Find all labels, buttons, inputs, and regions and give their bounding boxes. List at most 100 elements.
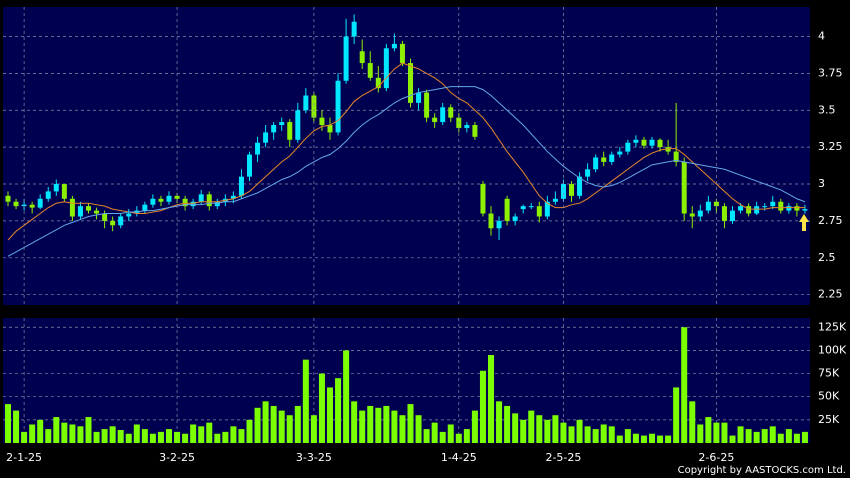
volume-bar: [359, 410, 366, 443]
y-tick-label: 3.5: [818, 103, 836, 116]
candle-body: [367, 63, 373, 78]
y-tick-label: 3: [818, 177, 825, 190]
candle-body: [86, 206, 91, 211]
volume-bar: [367, 405, 374, 443]
volume-bar: [777, 433, 784, 443]
candle-body: [689, 213, 695, 217]
volume-bar: [697, 424, 704, 443]
candle-body: [504, 198, 510, 221]
volume-bar: [254, 407, 261, 443]
volume-bar: [37, 419, 44, 443]
volume-bar: [13, 410, 20, 443]
volume-bar: [552, 415, 559, 443]
candle-body: [520, 206, 526, 210]
volume-bar: [737, 426, 744, 443]
volume-bar: [568, 426, 575, 443]
x-tick-label: 3-2-25: [159, 451, 195, 464]
candle-body: [416, 92, 422, 103]
volume-bar: [455, 433, 462, 443]
candle-body: [391, 43, 397, 49]
y-tick-label: 50K: [818, 390, 840, 403]
candle-body: [110, 220, 116, 226]
volume-bar: [649, 433, 655, 443]
volume-bar: [504, 405, 511, 443]
volume-bar: [190, 424, 197, 443]
candle-body: [762, 206, 768, 208]
moving-average-line: [7, 62, 805, 241]
candle-body: [681, 161, 687, 214]
candle-body: [697, 210, 703, 217]
volume-bar: [125, 433, 132, 443]
candle-body: [794, 206, 800, 211]
candle-body: [424, 92, 430, 118]
volume-bar: [262, 401, 269, 443]
candle-body: [569, 184, 574, 196]
candle-body: [754, 206, 760, 214]
candle-body: [206, 194, 212, 207]
candle-body: [375, 77, 381, 89]
volume-bar: [721, 422, 728, 443]
volume-bar: [479, 370, 486, 443]
y-tick-label: 25K: [818, 413, 840, 426]
candle-body: [641, 139, 647, 146]
candle-body: [351, 21, 357, 37]
candle-body: [53, 184, 59, 192]
volume-bar: [488, 355, 494, 443]
volume-bar: [624, 429, 631, 443]
candle-body: [786, 206, 792, 211]
x-tick-label: 2-5-25: [545, 451, 581, 464]
volume-bar: [375, 407, 382, 443]
candle-body: [118, 216, 124, 226]
last-price-arrow: [799, 214, 809, 231]
candle-body: [665, 147, 671, 152]
volume-bar: [61, 422, 68, 443]
candle-body: [738, 206, 744, 211]
volume-bar: [149, 433, 156, 443]
volume-bar: [182, 433, 189, 443]
volume-bar: [166, 429, 172, 443]
candle-body: [198, 194, 204, 202]
candle-body: [770, 201, 776, 207]
copyright: Copyright by AASTOCKS.com Ltd.: [678, 465, 846, 476]
volume-bar: [286, 415, 293, 443]
volume-bar: [109, 426, 116, 443]
volume-bar: [246, 419, 253, 443]
volume-bar: [632, 433, 639, 443]
volume-bar: [21, 431, 28, 443]
candle-body: [512, 216, 518, 221]
volume-bar: [689, 401, 696, 443]
candle-body: [102, 213, 108, 221]
volume-bar: [53, 417, 60, 443]
volume-bar: [310, 415, 317, 443]
candle-body: [544, 201, 550, 217]
volume-bar: [447, 424, 454, 443]
x-tick-label: 2-6-25: [698, 451, 734, 464]
y-tick-label: 4: [818, 30, 825, 43]
candle-body: [45, 191, 51, 199]
volume-bar: [665, 435, 672, 443]
candle-body: [577, 176, 583, 196]
candle-body: [142, 204, 148, 211]
volume-bar: [29, 424, 36, 443]
candle-body: [657, 139, 663, 148]
candle-body: [230, 195, 236, 199]
candle-body: [464, 125, 470, 128]
candle-body: [311, 95, 317, 118]
candle-body: [432, 117, 438, 123]
volume-bar: [214, 433, 221, 443]
volume-bar: [5, 404, 11, 443]
volume-bar: [793, 433, 800, 443]
volume-bar: [93, 431, 100, 443]
candle-body: [37, 198, 43, 208]
candle-body: [617, 151, 623, 155]
candle-body: [182, 198, 188, 207]
candle-body: [247, 154, 252, 177]
volume-bar: [801, 431, 808, 443]
candle-body: [448, 107, 454, 118]
candle-body: [126, 213, 132, 217]
volume-bar: [69, 424, 76, 443]
candle-body: [383, 48, 389, 89]
volume-bar: [343, 350, 350, 443]
volume-bar: [383, 405, 390, 443]
candle-body: [77, 206, 83, 217]
